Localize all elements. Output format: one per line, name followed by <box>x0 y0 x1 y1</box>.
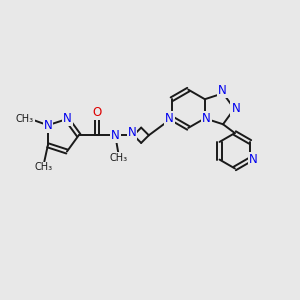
Text: N: N <box>111 129 120 142</box>
Text: N: N <box>63 112 72 125</box>
Text: N: N <box>218 84 227 97</box>
Text: CH₃: CH₃ <box>110 153 128 163</box>
Text: CH₃: CH₃ <box>16 114 34 124</box>
Text: N: N <box>202 112 211 125</box>
Text: N: N <box>128 126 136 140</box>
Text: O: O <box>92 106 102 119</box>
Text: N: N <box>44 119 52 132</box>
Text: CH₃: CH₃ <box>35 162 53 172</box>
Text: N: N <box>249 153 257 166</box>
Text: N: N <box>165 112 174 125</box>
Text: N: N <box>231 102 240 115</box>
